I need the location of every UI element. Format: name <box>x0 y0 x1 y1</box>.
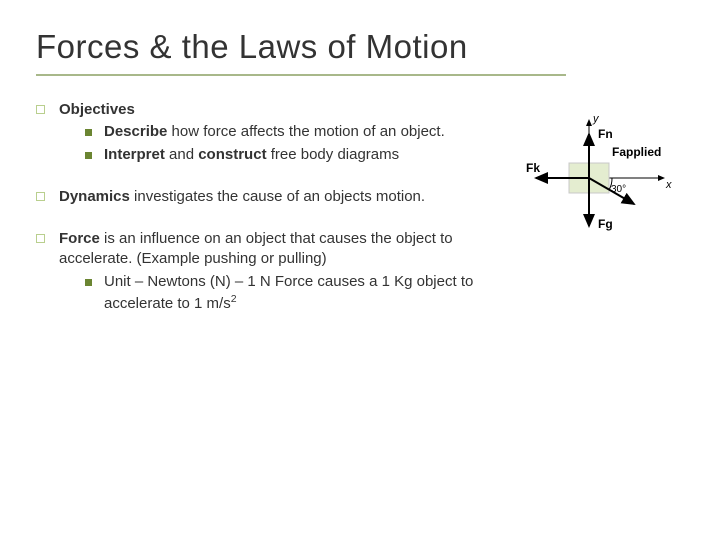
square-bullet-icon <box>36 192 45 201</box>
force-label-fk: Fk <box>526 161 540 175</box>
force-label-fapplied: Fapplied <box>612 145 661 159</box>
list-item: Unit – Newtons (N) – 1 N Force causes a … <box>85 272 488 315</box>
bullet-objectives: Objectives Describe how force affects th… <box>36 100 488 165</box>
diagram-svg: y x Fn Fg Fk Fapplied 30° <box>504 108 684 268</box>
angle-label: 30° <box>611 184 626 195</box>
page-title: Forces & the Laws of Motion <box>36 28 684 66</box>
text-bold: Force <box>59 230 100 247</box>
bullet-dynamics: Dynamics investigates the cause of an ob… <box>36 187 488 207</box>
content-row: Objectives Describe how force affects th… <box>36 100 684 336</box>
square-bullet-icon <box>36 105 45 114</box>
filled-bullet-icon <box>85 129 92 136</box>
list-item: Interpret and construct free body diagra… <box>85 145 445 165</box>
text-bold: Describe <box>104 123 167 140</box>
text-bold: Dynamics <box>59 188 130 205</box>
bullet-force: Force is an influence on an object that … <box>36 229 488 314</box>
force-label-fg: Fg <box>598 217 613 231</box>
filled-bullet-icon <box>85 152 92 159</box>
force-label-fn: Fn <box>598 127 613 141</box>
superscript: 2 <box>231 293 237 305</box>
text: is an influence on an object that causes… <box>59 230 453 267</box>
text: free body diagrams <box>267 146 400 163</box>
axis-x-label: x <box>665 179 672 191</box>
title-underline <box>36 74 566 76</box>
text-bold: Interpret <box>104 146 165 163</box>
text-column: Objectives Describe how force affects th… <box>36 100 488 336</box>
text: Unit – Newtons (N) – 1 N Force causes a … <box>104 273 473 312</box>
filled-bullet-icon <box>85 279 92 286</box>
text: and <box>165 146 198 163</box>
text: investigates the cause of an objects mot… <box>130 188 425 205</box>
axis-y-label: y <box>592 113 600 125</box>
text: how force affects the motion of an objec… <box>167 123 444 140</box>
list-item: Describe how force affects the motion of… <box>85 122 445 142</box>
objectives-heading: Objectives <box>59 100 445 120</box>
free-body-diagram: y x Fn Fg Fk Fapplied 30° <box>504 108 684 336</box>
text-bold: construct <box>198 146 266 163</box>
square-bullet-icon <box>36 234 45 243</box>
